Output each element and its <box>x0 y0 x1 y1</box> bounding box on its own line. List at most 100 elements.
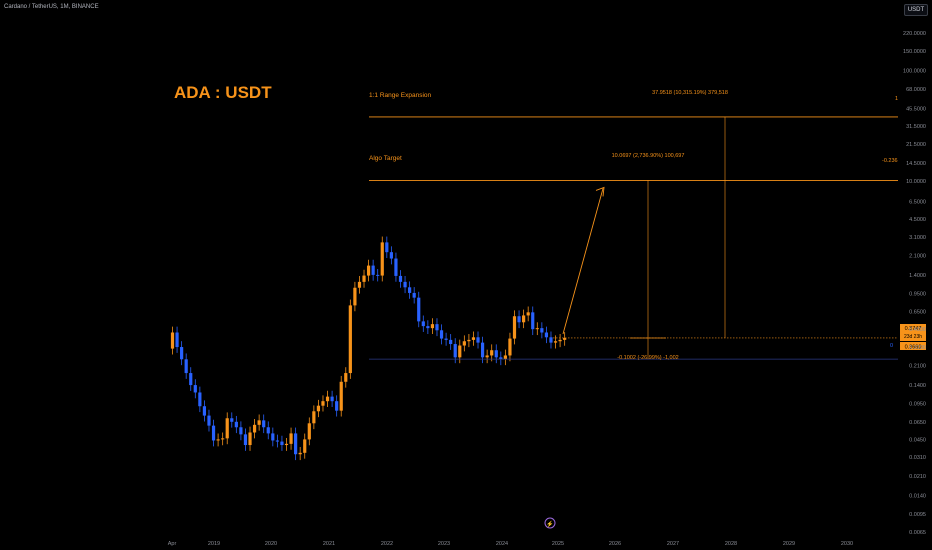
x-tick-label: 2021 <box>323 541 335 547</box>
candle-body <box>526 312 530 316</box>
y-tick-label: 0.0450 <box>909 437 926 443</box>
x-tick-label: 2024 <box>496 541 508 547</box>
candle-body <box>257 420 261 425</box>
range-expansion-right-label: 1 <box>895 96 898 102</box>
candle-body <box>280 441 284 446</box>
range-expansion-label: 1:1 Range Expansion <box>369 92 432 99</box>
candle-body <box>398 275 403 282</box>
x-tick-label: 2020 <box>265 541 277 547</box>
x-tick-label: Apr <box>168 541 177 547</box>
range-expansion-measure: 37.9518 (10,315.19%) 379,518 <box>652 90 728 96</box>
candle-body <box>357 281 362 288</box>
y-tick-label: 4.5000 <box>909 217 926 223</box>
x-tick-label: 2030 <box>841 541 853 547</box>
x-tick-label: 2029 <box>783 541 795 547</box>
y-tick-label: 0.0310 <box>909 455 926 461</box>
candle-body <box>198 392 202 407</box>
candle-body <box>449 339 453 345</box>
x-tick-label: 2026 <box>609 541 621 547</box>
candle-body <box>531 312 535 330</box>
event-marker[interactable]: ⚡ <box>544 517 556 529</box>
y-tick-label: 68.0000 <box>906 87 926 93</box>
lightning-icon: ⚡ <box>546 520 553 528</box>
candle-body <box>517 316 521 323</box>
candle-body <box>426 326 430 329</box>
y-tick-label: 10.0000 <box>906 179 926 185</box>
y-tick-label: 0.0950 <box>909 402 926 408</box>
price-axis[interactable]: 220.0000 150.0000 100.0000 68.0000 45.5000 31… <box>903 31 926 536</box>
candles <box>170 236 567 461</box>
countdown-label: 23d 23h <box>904 334 922 340</box>
candle-body <box>353 287 357 306</box>
candle-body <box>439 330 444 339</box>
x-tick-label: 2025 <box>552 541 564 547</box>
candle-body <box>216 439 220 441</box>
y-tick-label: 0.0650 <box>909 420 926 426</box>
candle-body <box>202 406 207 416</box>
algo-target-right-label: -0.236 <box>882 158 898 164</box>
candle-body <box>325 396 330 402</box>
y-tick-label: 2.1000 <box>909 253 926 259</box>
candle-body <box>298 452 302 455</box>
candle-body <box>366 265 371 276</box>
candle-body <box>221 438 225 440</box>
y-tick-label: 0.0065 <box>909 530 926 536</box>
support-price-label: 0.3660 <box>905 345 922 351</box>
current-price-label: 0.3747 <box>905 326 922 332</box>
candle-body <box>494 350 498 358</box>
y-tick-label: 45.5000 <box>906 106 926 112</box>
candle-body <box>412 292 416 298</box>
y-tick-label: 0.0140 <box>909 493 926 499</box>
candle-body <box>303 439 307 453</box>
candle-body <box>417 297 421 322</box>
candle-body <box>362 275 366 282</box>
candle-body <box>230 418 234 422</box>
candle-body <box>175 332 179 348</box>
candle-body <box>512 316 517 339</box>
x-tick-label: 2019 <box>208 541 220 547</box>
y-tick-label: 6.5000 <box>909 199 926 205</box>
candle-body <box>499 357 503 360</box>
current-price-tag: 0.3747 23d 23h <box>900 324 926 341</box>
y-tick-label: 0.1400 <box>909 383 926 389</box>
candle-body <box>563 337 567 340</box>
candle-body <box>307 423 311 440</box>
candle-body <box>189 373 193 386</box>
candle-body <box>380 242 384 276</box>
candle-body <box>394 258 398 276</box>
candle-body <box>234 421 238 428</box>
y-tick-label: 0.6500 <box>909 310 926 316</box>
candle-body <box>453 344 457 358</box>
x-tick-label: 2023 <box>438 541 450 547</box>
candle-body <box>535 328 539 330</box>
currency-badge[interactable]: USDT <box>904 4 928 16</box>
y-tick-label: 0.3100 <box>909 345 926 351</box>
time-axis[interactable]: Apr 2019 2020 2021 2022 2023 2024 2025 2026 2027 2… <box>168 541 853 547</box>
y-tick-label: 0.2100 <box>909 364 926 370</box>
candle-body <box>485 355 489 358</box>
candle-body <box>544 332 549 338</box>
pair-title: ADA : USDT <box>174 83 272 102</box>
candle-body <box>371 265 375 275</box>
algo-target-measure: 10.0697 (2,736.90%) 100,697 <box>612 153 685 159</box>
y-tick-label: 0.4500 <box>909 327 926 333</box>
candle-body <box>321 401 325 406</box>
candle-body <box>385 242 389 253</box>
x-tick-label: 2022 <box>381 541 393 547</box>
candle-body <box>284 443 289 446</box>
candle-body <box>180 347 184 360</box>
candle-body <box>403 281 407 288</box>
candle-body <box>271 433 275 441</box>
candle-body <box>239 427 243 435</box>
candle-body <box>430 324 435 329</box>
symbol-header: Cardano / TetherUS, 1M, BINANCE <box>4 4 99 10</box>
candle-body <box>289 433 293 444</box>
candle-body <box>553 341 558 343</box>
candle-body <box>508 338 512 356</box>
candle-body <box>339 381 343 411</box>
y-tick-label: 14.5000 <box>906 161 926 167</box>
candle-body <box>170 332 175 349</box>
candle-body <box>503 355 507 360</box>
candle-body <box>522 315 526 323</box>
